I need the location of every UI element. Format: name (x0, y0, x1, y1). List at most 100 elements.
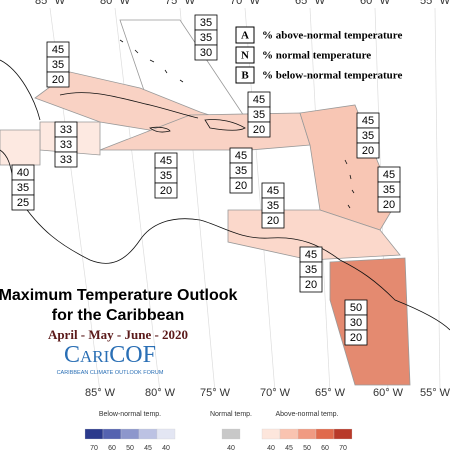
logo-tagline: CARIBBEAN CLIMATE OUTLOOK FORUM (57, 370, 164, 376)
legend-tick: 50 (126, 445, 134, 450)
key-letter: A (241, 30, 249, 42)
box-value: 35 (235, 165, 247, 177)
legend-swatch (279, 428, 299, 440)
box-value: 45 (235, 150, 247, 162)
title-line1: Maximum Temperature Outlook (0, 287, 238, 304)
box-value: 35 (267, 200, 279, 212)
legend-tick: 70 (339, 445, 347, 450)
coastlines (0, 39, 450, 331)
box-value: 20 (267, 215, 279, 227)
title-period: April - May - June - 2020 (48, 327, 188, 342)
box-cell (46, 71, 70, 88)
key-text: % below-normal temperature (262, 70, 402, 82)
box-value: 35 (383, 184, 395, 196)
legend-swatch (315, 428, 335, 440)
box-value: 45 (362, 115, 374, 127)
lon-label: 85° W (35, 0, 66, 7)
box-cell (229, 177, 253, 194)
box-cell (247, 121, 271, 138)
hispaniola (204, 119, 246, 131)
box-value: 35 (160, 170, 172, 182)
lon-label: 85° W (85, 387, 116, 399)
lon-bottom: 85° W 80° W 75° W 70° W 65° W 60° W 55° W (85, 387, 450, 399)
box-cell (194, 44, 218, 61)
legend-tick: 40 (267, 445, 275, 450)
box-value: 45 (253, 94, 265, 106)
box-value: 35 (253, 109, 265, 121)
jamaica (149, 126, 171, 133)
box-value: 30 (200, 47, 212, 59)
box-value: 45 (52, 44, 64, 56)
mainland (0, 149, 450, 331)
lon-label: 80° W (100, 0, 131, 7)
box-value: 40 (17, 167, 29, 179)
color-legend: Below-normal temp. 70 60 50 45 40 Normal temp.… (84, 411, 353, 450)
legend-tick: 40 (162, 445, 170, 450)
box-value: 20 (253, 124, 265, 136)
box-cell (54, 151, 78, 168)
key-letter: B (241, 70, 249, 82)
key-box (235, 66, 255, 84)
box-cell (261, 212, 285, 229)
legend-label: Below-normal temp. (99, 411, 161, 418)
legend-swatch (261, 428, 281, 440)
box-cell (356, 142, 380, 159)
legend-swatch (138, 428, 158, 440)
legend-swatch (84, 428, 104, 440)
box-value: 20 (235, 180, 247, 192)
box-value: 45 (305, 249, 317, 261)
lon-label: 65° W (315, 387, 346, 399)
legend-swatch (333, 428, 353, 440)
cuba (59, 92, 199, 119)
box-value: 20 (383, 199, 395, 211)
box-value: 20 (160, 185, 172, 197)
key-text: % above-normal temperature (262, 30, 402, 42)
box-value: 35 (52, 59, 64, 71)
lon-label: 60° W (373, 387, 404, 399)
box-value: 35 (305, 264, 317, 276)
legend-tick: 40 (227, 445, 235, 450)
box-cell (344, 329, 368, 346)
legend-swatch (102, 428, 122, 440)
box-value: 35 (200, 17, 212, 29)
boxes: 35 35 30 45 35 20 45 35 20 45 35 20 33 33 33 45 35 20 45 35… (11, 14, 401, 346)
key-box (235, 46, 255, 64)
box-value: 45 (383, 169, 395, 181)
legend-tick: 45 (285, 445, 293, 450)
box-cell (377, 196, 401, 213)
title-line2: for the Caribbean (52, 307, 184, 324)
lon-label: 70° W (230, 0, 261, 7)
lesser-antilles (344, 159, 355, 209)
box-value: 35 (362, 130, 374, 142)
legend-tick: 70 (90, 445, 98, 450)
key-box (235, 26, 255, 44)
key: A % above-normal temperature N % normal tem… (235, 26, 402, 84)
lon-label: 55° W (420, 0, 450, 7)
box-value: 33 (60, 154, 72, 166)
box-value: 35 (200, 32, 212, 44)
box-value: 30 (350, 317, 362, 329)
box-cell (299, 276, 323, 293)
legend-tick: 60 (321, 445, 329, 450)
box-value: 20 (305, 279, 317, 291)
lon-label: 75° W (165, 0, 196, 7)
box-value: 20 (362, 145, 374, 157)
legend-tick: 60 (108, 445, 116, 450)
region-belize (0, 129, 41, 166)
box-value: 20 (350, 332, 362, 344)
legend-swatch (156, 428, 176, 440)
box-value: 50 (350, 302, 362, 314)
lon-top: 85° W 80° W 75° W 70° W 65° W 60° W 55° W (35, 0, 450, 7)
legend-tick: 50 (303, 445, 311, 450)
florida (0, 59, 41, 121)
legend-label: Above-normal temp. (275, 411, 338, 418)
legend-swatch (221, 428, 241, 440)
box-value: 45 (267, 185, 279, 197)
lon-label: 60° W (360, 0, 391, 7)
lon-label: 75° W (200, 387, 231, 399)
box-value: 33 (60, 124, 72, 136)
bahamas (119, 39, 184, 83)
lon-label: 55° W (420, 387, 450, 399)
